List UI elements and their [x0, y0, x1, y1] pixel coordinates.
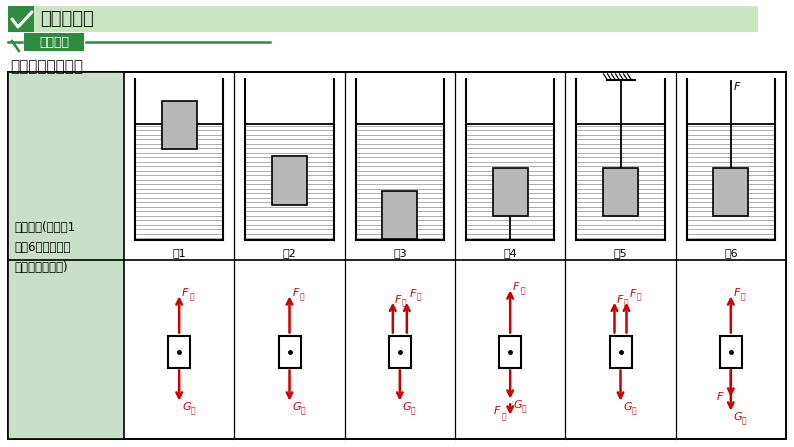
- Text: F: F: [717, 392, 723, 402]
- Bar: [492, 168, 528, 216]
- Text: G: G: [292, 402, 301, 413]
- Text: 图2: 图2: [283, 248, 296, 258]
- Text: 浮: 浮: [299, 292, 304, 301]
- Text: 物: 物: [521, 404, 526, 413]
- Bar: [8, 72, 124, 439]
- Text: 物: 物: [631, 406, 636, 415]
- Bar: [720, 336, 742, 367]
- Text: 浮: 浮: [741, 292, 746, 301]
- Text: G: G: [513, 401, 522, 410]
- Bar: [389, 336, 410, 367]
- Text: F: F: [616, 295, 622, 305]
- Bar: [8, 6, 758, 32]
- Text: 图1: 图1: [172, 248, 186, 258]
- Bar: [8, 72, 786, 439]
- Bar: [8, 6, 34, 32]
- Text: ～图6中物物体的: ～图6中物物体的: [14, 241, 71, 254]
- Text: 浮: 浮: [520, 286, 525, 295]
- Text: 浮: 浮: [623, 298, 628, 307]
- Text: F: F: [734, 288, 740, 299]
- Text: F: F: [395, 295, 401, 305]
- Text: 浮: 浮: [402, 298, 407, 307]
- Text: G: G: [182, 402, 191, 413]
- Bar: [499, 336, 521, 367]
- Text: 物: 物: [410, 406, 415, 415]
- Text: 受力分析(画出图1: 受力分析(画出图1: [14, 221, 75, 234]
- Text: 浮: 浮: [189, 292, 194, 301]
- Text: 微技能突破: 微技能突破: [40, 10, 94, 28]
- Text: 图4: 图4: [503, 248, 517, 258]
- Text: 物: 物: [300, 406, 305, 415]
- Bar: [382, 191, 418, 239]
- Text: 物: 物: [742, 416, 746, 425]
- Text: 拉: 拉: [501, 412, 506, 421]
- Text: F: F: [494, 406, 500, 417]
- Bar: [8, 72, 786, 439]
- Text: 物: 物: [191, 406, 195, 415]
- Bar: [610, 336, 631, 367]
- Text: G: G: [623, 402, 632, 413]
- Text: 受力分析示意图): 受力分析示意图): [14, 261, 67, 274]
- Text: F: F: [182, 288, 188, 299]
- Text: G: G: [403, 402, 411, 413]
- Text: F: F: [734, 82, 740, 92]
- Bar: [713, 168, 749, 216]
- Text: 图5: 图5: [614, 248, 627, 258]
- Text: 浮力六种模型分析: 浮力六种模型分析: [10, 59, 83, 74]
- Text: F: F: [410, 289, 416, 299]
- Text: F: F: [630, 289, 636, 299]
- Bar: [603, 168, 638, 216]
- Text: 方法指导: 方法指导: [39, 35, 69, 49]
- Text: 支: 支: [417, 293, 422, 302]
- Text: 拉: 拉: [637, 293, 641, 302]
- Text: F: F: [513, 283, 519, 292]
- Bar: [168, 336, 191, 367]
- Text: 图6: 图6: [724, 248, 738, 258]
- Bar: [24, 33, 84, 51]
- Bar: [279, 336, 300, 367]
- Bar: [161, 101, 197, 149]
- Text: G: G: [734, 413, 742, 422]
- Bar: [272, 156, 307, 205]
- Text: F: F: [292, 288, 299, 299]
- Text: 图3: 图3: [393, 248, 407, 258]
